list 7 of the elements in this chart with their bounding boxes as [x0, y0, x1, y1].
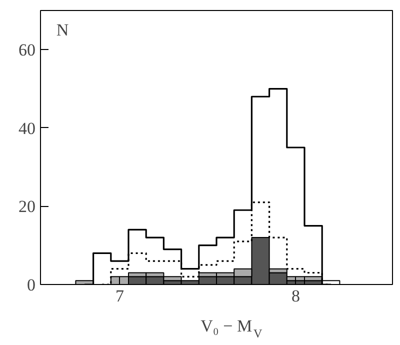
y-tick-label: 20 [18, 197, 36, 216]
x-tick-label: 8 [291, 286, 300, 306]
x-tick-label: 7 [115, 286, 124, 306]
y-axis-title: N [56, 20, 69, 40]
y-tick-label: 40 [18, 118, 36, 138]
y-tick-label: 60 [18, 40, 36, 60]
y-tick-label: 0 [27, 276, 36, 294]
